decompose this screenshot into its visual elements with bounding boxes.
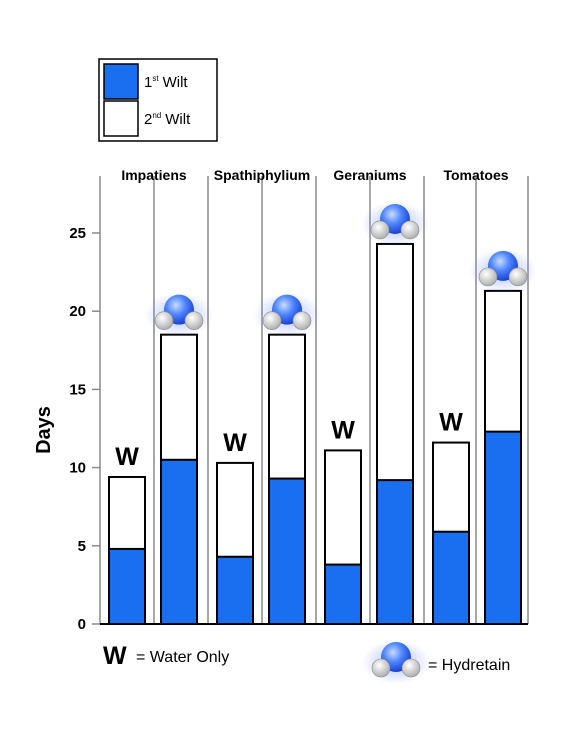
bar-1st-wilt-impatiens-hydretain xyxy=(160,458,198,625)
water-marker-geraniums-w: W xyxy=(331,416,355,444)
hydretain-droplet-icon-spathiphylium-hydretain-left xyxy=(262,311,282,330)
y-tick-label-25: 25 xyxy=(69,225,86,242)
footer-legend: W = Water Only = Hydretain xyxy=(103,640,510,684)
legend-swatch-1st-wilt xyxy=(103,63,139,100)
hydretain-droplet-icon-tomatoes-hydretain-right xyxy=(508,267,528,287)
legend-num-2: 2 xyxy=(144,111,152,128)
bar-1st-wilt-spathiphylium-w xyxy=(216,555,254,625)
hydretain-droplet-icon-impatiens-hydretain-right xyxy=(184,311,204,330)
water-marker-impatiens-w: W xyxy=(115,443,139,471)
hydretain-droplet-icon-footer-left xyxy=(371,658,391,678)
hydretain-droplet-icon-footer-right xyxy=(401,658,421,678)
bar-1st-wilt-spathiphylium-hydretain xyxy=(268,477,306,625)
y-tick-label-10: 10 xyxy=(69,460,86,477)
y-tick-label-20: 20 xyxy=(69,303,86,320)
footer-hydretain-text: = Hydretain xyxy=(428,657,510,674)
water-marker-tomatoes-w: W xyxy=(439,409,463,437)
bar-1st-wilt-impatiens-w xyxy=(108,547,146,625)
y-tick-label-5: 5 xyxy=(78,538,86,555)
category-label-0: Impatiens xyxy=(121,167,187,183)
category-labels: Impatiens Spathiphylium Geraniums Tomatoes xyxy=(121,167,508,183)
legend-label-2: Wilt xyxy=(165,111,191,128)
footer-water-text: = Water Only xyxy=(136,649,229,666)
bar-1st-wilt-tomatoes-hydretain xyxy=(484,430,522,625)
y-tick-label-15: 15 xyxy=(69,381,86,398)
bar-1st-wilt-geraniums-hydretain xyxy=(376,479,414,625)
bars xyxy=(108,242,522,626)
y-axis-label: Days xyxy=(33,406,55,454)
hydretain-droplet-icon-tomatoes-hydretain xyxy=(469,248,537,293)
bar-1st-wilt-tomatoes-w xyxy=(432,530,470,625)
legend-sup-2: nd xyxy=(152,111,161,120)
legend-swatch-2nd-wilt xyxy=(103,100,139,137)
hydretain-droplet-icon-spathiphylium-hydretain xyxy=(253,292,321,337)
hydretain-droplet-icon-impatiens-hydretain xyxy=(145,292,213,337)
hydretain-droplet-icon-impatiens-hydretain-left xyxy=(154,311,174,330)
hydretain-droplet-icon-geraniums-hydretain-left xyxy=(370,220,390,240)
hydretain-droplet-icon-footer xyxy=(362,640,430,684)
y-axis-ticks: 0 5 10 15 20 25 xyxy=(69,225,100,633)
footer-water-symbol: W xyxy=(103,642,127,670)
category-label-2: Geraniums xyxy=(333,167,406,183)
legend-label-1: Wilt xyxy=(163,74,189,91)
legend-num-1: 1 xyxy=(144,74,152,91)
bar-markers: W W W W xyxy=(115,201,537,471)
hydretain-droplet-icon-geraniums-hydretain xyxy=(361,201,429,246)
y-tick-label-0: 0 xyxy=(78,616,86,633)
category-label-3: Tomatoes xyxy=(443,167,508,183)
hydretain-droplet-icon-geraniums-hydretain-right xyxy=(400,220,420,240)
legend: 1st Wilt 2nd Wilt xyxy=(98,58,218,142)
hydretain-droplet-icon-tomatoes-hydretain-left xyxy=(478,267,498,287)
category-label-1: Spathiphylium xyxy=(214,167,310,183)
water-marker-spathiphylium-w: W xyxy=(223,429,247,457)
footer-hydretain-icon xyxy=(362,640,430,684)
hydretain-droplet-icon-spathiphylium-hydretain-right xyxy=(292,311,312,330)
bar-1st-wilt-geraniums-w xyxy=(324,563,362,625)
legend-sup-1: st xyxy=(152,74,159,83)
